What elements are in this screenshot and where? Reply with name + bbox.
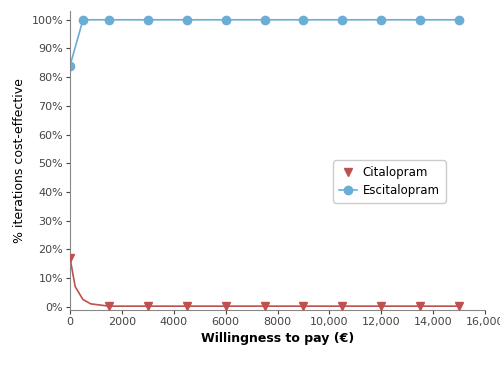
Citalopram	[456, 304, 462, 308]
Y-axis label: % iterations cost-effective: % iterations cost-effective	[13, 78, 26, 243]
Escitalopram	[145, 18, 151, 22]
X-axis label: Willingness to pay (€): Willingness to pay (€)	[201, 332, 354, 345]
Escitalopram	[222, 18, 228, 22]
Escitalopram	[417, 18, 423, 22]
Escitalopram	[67, 63, 73, 68]
Escitalopram	[378, 18, 384, 22]
Line: Escitalopram: Escitalopram	[66, 16, 463, 70]
Line: Citalopram: Citalopram	[66, 254, 463, 310]
Citalopram	[340, 304, 345, 308]
Escitalopram	[456, 18, 462, 22]
Citalopram	[262, 304, 268, 308]
Citalopram	[378, 304, 384, 308]
Escitalopram	[300, 18, 306, 22]
Citalopram	[417, 304, 423, 308]
Citalopram	[222, 304, 228, 308]
Citalopram	[67, 256, 73, 260]
Citalopram	[106, 304, 112, 308]
Escitalopram	[262, 18, 268, 22]
Escitalopram	[80, 18, 86, 22]
Escitalopram	[106, 18, 112, 22]
Citalopram	[300, 304, 306, 308]
Citalopram	[145, 304, 151, 308]
Citalopram	[184, 304, 190, 308]
Escitalopram	[184, 18, 190, 22]
Legend: Citalopram, Escitalopram: Citalopram, Escitalopram	[333, 160, 446, 203]
Escitalopram	[340, 18, 345, 22]
